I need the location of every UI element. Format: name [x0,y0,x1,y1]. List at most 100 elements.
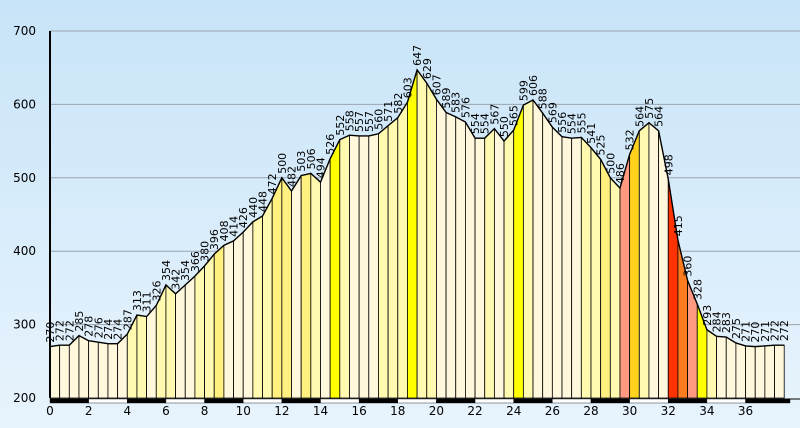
elevation-segment [609,176,621,399]
elevation-segment [310,172,321,399]
elevation-segment [184,275,196,399]
y-tick-label: 500 [13,171,36,185]
distance-scale-segment [165,398,205,404]
data-label: 506 [305,148,318,169]
y-tick-label: 300 [13,318,36,332]
profile-outline [49,68,785,348]
data-label: 360 [682,256,695,277]
elevation-segment [213,244,225,399]
elevation-segment [242,220,254,399]
data-label: 284 [711,311,724,332]
elevation-segment [416,68,428,399]
data-label: 498 [662,154,675,175]
data-label: 503 [295,151,308,172]
data-label: 271 [740,321,753,342]
data-label: 494 [314,157,327,178]
elevation-segment [88,340,99,399]
x-tick-label: 26 [545,404,560,418]
data-label: 287 [121,309,134,330]
data-label: 564 [653,106,666,127]
elevation-segment [551,126,563,399]
x-tick-label: 28 [583,404,598,418]
data-label: 550 [498,116,511,137]
elevation-segment [117,333,128,399]
elevation-segment [754,345,766,399]
data-label: 472 [266,173,279,194]
elevation-segment [146,304,157,399]
data-label: 526 [324,134,337,155]
axes [49,31,800,404]
distance-scale-segment [629,398,669,404]
elevation-segment [262,198,273,399]
data-label: 415 [672,215,685,236]
distance-scale-segment [281,398,321,404]
elevation-segment [745,345,756,399]
x-tick-label: 14 [313,404,328,418]
elevation-segment [165,284,176,399]
elevation-segment [513,104,524,399]
distance-scale-segment [243,398,283,404]
x-tick-label: 22 [467,404,482,418]
data-label: 532 [624,129,637,150]
elevation-segment [436,98,447,399]
elevation-segment [252,215,263,399]
data-label: 557 [353,111,366,132]
elevation-segment [619,154,631,399]
data-label: 270 [749,322,762,343]
data-label: 278 [83,316,96,337]
y-tick-label: 600 [13,97,36,111]
elevation-segment [532,98,544,399]
data-label: 575 [643,98,656,119]
data-label: 328 [691,279,704,300]
x-tick-label: 16 [351,404,366,418]
data-label: 554 [479,113,492,134]
elevation-segment [426,81,437,399]
data-label: 647 [411,45,424,66]
data-labels: 2702722722852782762742742873133113263543… [44,45,791,343]
elevation-segment [271,177,283,399]
data-label: 313 [131,290,144,311]
distance-scale-segment [745,398,791,404]
x-tick-label: 0 [46,404,54,418]
elevation-segment [397,100,408,399]
data-label: 408 [218,220,231,241]
data-label: 366 [189,251,202,272]
data-label: 576 [459,97,472,118]
elevation-bands [49,68,785,399]
elevation-segment [716,335,727,399]
elevation-segment [387,116,399,399]
data-label: 440 [247,197,260,218]
distance-scale-segment [474,398,514,404]
data-label: 380 [199,241,212,262]
distance-scale-segment [204,398,244,404]
elevation-segment [445,111,457,399]
distance-scale-segment [127,398,167,404]
elevation-segment [68,334,80,399]
data-label: 582 [392,93,405,114]
elevation-segment [503,129,515,399]
data-label: 556 [556,112,569,133]
elevation-segment [233,231,244,399]
elevation-segment [455,116,466,399]
x-tick-label: 12 [274,404,289,418]
elevation-segment [725,336,737,399]
x-tick-label: 18 [390,404,405,418]
x-tick-label: 30 [622,404,637,418]
data-label: 560 [372,109,385,130]
elevation-segment [774,344,785,399]
data-label: 588 [537,88,550,109]
distance-scale-segment [590,398,630,404]
distance-scale-segment [552,398,592,404]
data-label: 555 [575,112,588,133]
distance-scale-segment [397,398,437,404]
data-label: 554 [469,113,482,134]
x-tick-label: 10 [236,404,251,418]
elevation-segment [97,341,109,399]
elevation-segment [194,264,205,399]
data-label: 311 [141,292,154,313]
elevation-segment [136,314,148,399]
elevation-segment [735,342,746,399]
elevation-segment [706,328,717,399]
elevation-segment [590,146,602,399]
data-label: 567 [488,104,501,125]
